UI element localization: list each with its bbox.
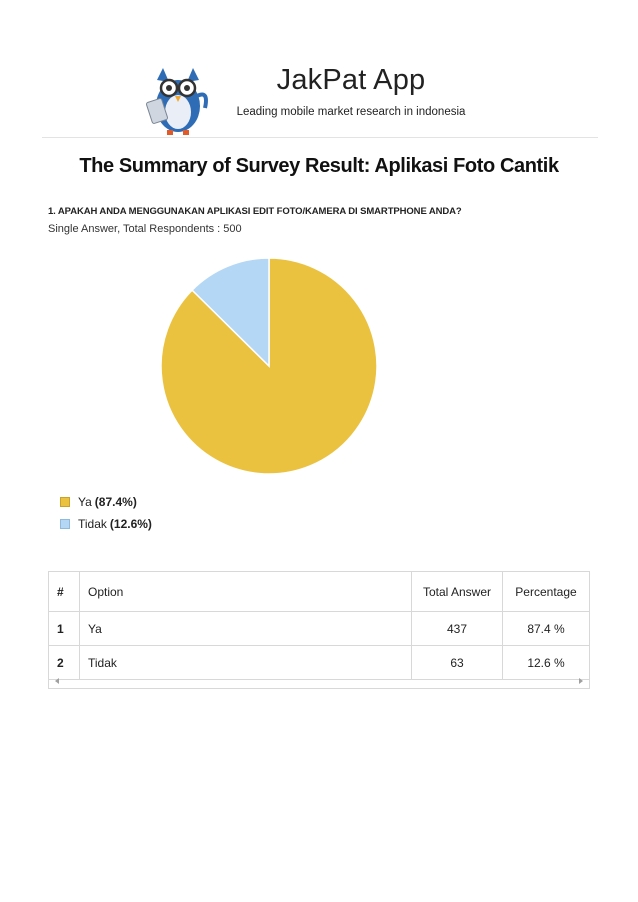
row-percentage: 87.4 % [502, 611, 589, 646]
row-option: Ya [79, 611, 412, 646]
question-meta: Single Answer, Total Respondents : 500 [48, 223, 242, 235]
results-table: # Option Total Answer Percentage 1 Ya 43… [49, 572, 589, 680]
row-number: 1 [49, 611, 80, 646]
owl-mascot-logo [146, 68, 208, 135]
document-title: The Summary of Survey Result: Aplikasi F… [79, 155, 559, 177]
legend-label: Tidak [78, 517, 107, 531]
header-divider [42, 137, 598, 138]
pie-slice-tidak [191, 257, 270, 368]
row-percentage: 12.6 % [502, 645, 589, 680]
header-total-answer: Total Answer [411, 572, 503, 612]
horizontal-scrollbar[interactable] [49, 674, 589, 688]
legend-label: Ya [78, 495, 92, 509]
chart-legend: Ya (87.4%) Tidak (12.6%) [60, 491, 152, 535]
tagline: Leading mobile market research in indone… [236, 106, 466, 118]
row-total-answer: 63 [411, 645, 503, 680]
row-option: Tidak [79, 645, 412, 680]
pie-chart [160, 257, 378, 475]
table-row: 1 Ya 437 87.4 % [49, 611, 589, 646]
pie-slice-ya [160, 257, 378, 475]
legend-percent: (87.4%) [94, 495, 137, 509]
row-total-answer: 437 [411, 611, 503, 646]
header-percentage: Percentage [502, 572, 589, 612]
scroll-right-icon[interactable] [579, 678, 583, 684]
legend-percent: (12.6%) [109, 517, 152, 531]
table-row: 2 Tidak 63 12.6 % [49, 645, 589, 680]
legend-swatch-tidak [60, 519, 70, 529]
legend-item-ya: Ya (87.4%) [60, 491, 152, 513]
legend-swatch-ya [60, 497, 70, 507]
scroll-left-icon[interactable] [55, 678, 59, 684]
header-number: # [49, 572, 80, 612]
header-option: Option [79, 572, 412, 612]
row-number: 2 [49, 645, 80, 680]
report-header: JakPat App Leading mobile market researc… [0, 56, 638, 136]
app-title: JakPat App [276, 64, 426, 96]
results-table-container[interactable]: # Option Total Answer Percentage 1 Ya 43… [48, 571, 590, 689]
legend-item-tidak: Tidak (12.6%) [60, 513, 152, 535]
question-text: 1. APAKAH ANDA MENGGUNAKAN APLIKASI EDIT… [48, 206, 462, 217]
table-header-row: # Option Total Answer Percentage [49, 572, 589, 612]
